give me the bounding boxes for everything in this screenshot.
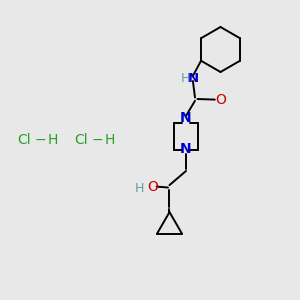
Text: N: N: [180, 112, 192, 125]
Text: H: H: [47, 133, 58, 146]
Text: H: H: [104, 133, 115, 146]
Text: O: O: [148, 180, 158, 194]
Text: H: H: [135, 182, 144, 196]
Text: Cl: Cl: [17, 133, 31, 146]
Text: Cl: Cl: [74, 133, 88, 146]
Text: −: −: [92, 133, 103, 146]
Text: O: O: [215, 93, 226, 106]
Text: N: N: [180, 142, 192, 156]
Text: N: N: [187, 71, 199, 85]
Text: H: H: [180, 71, 190, 85]
Text: −: −: [35, 133, 46, 146]
